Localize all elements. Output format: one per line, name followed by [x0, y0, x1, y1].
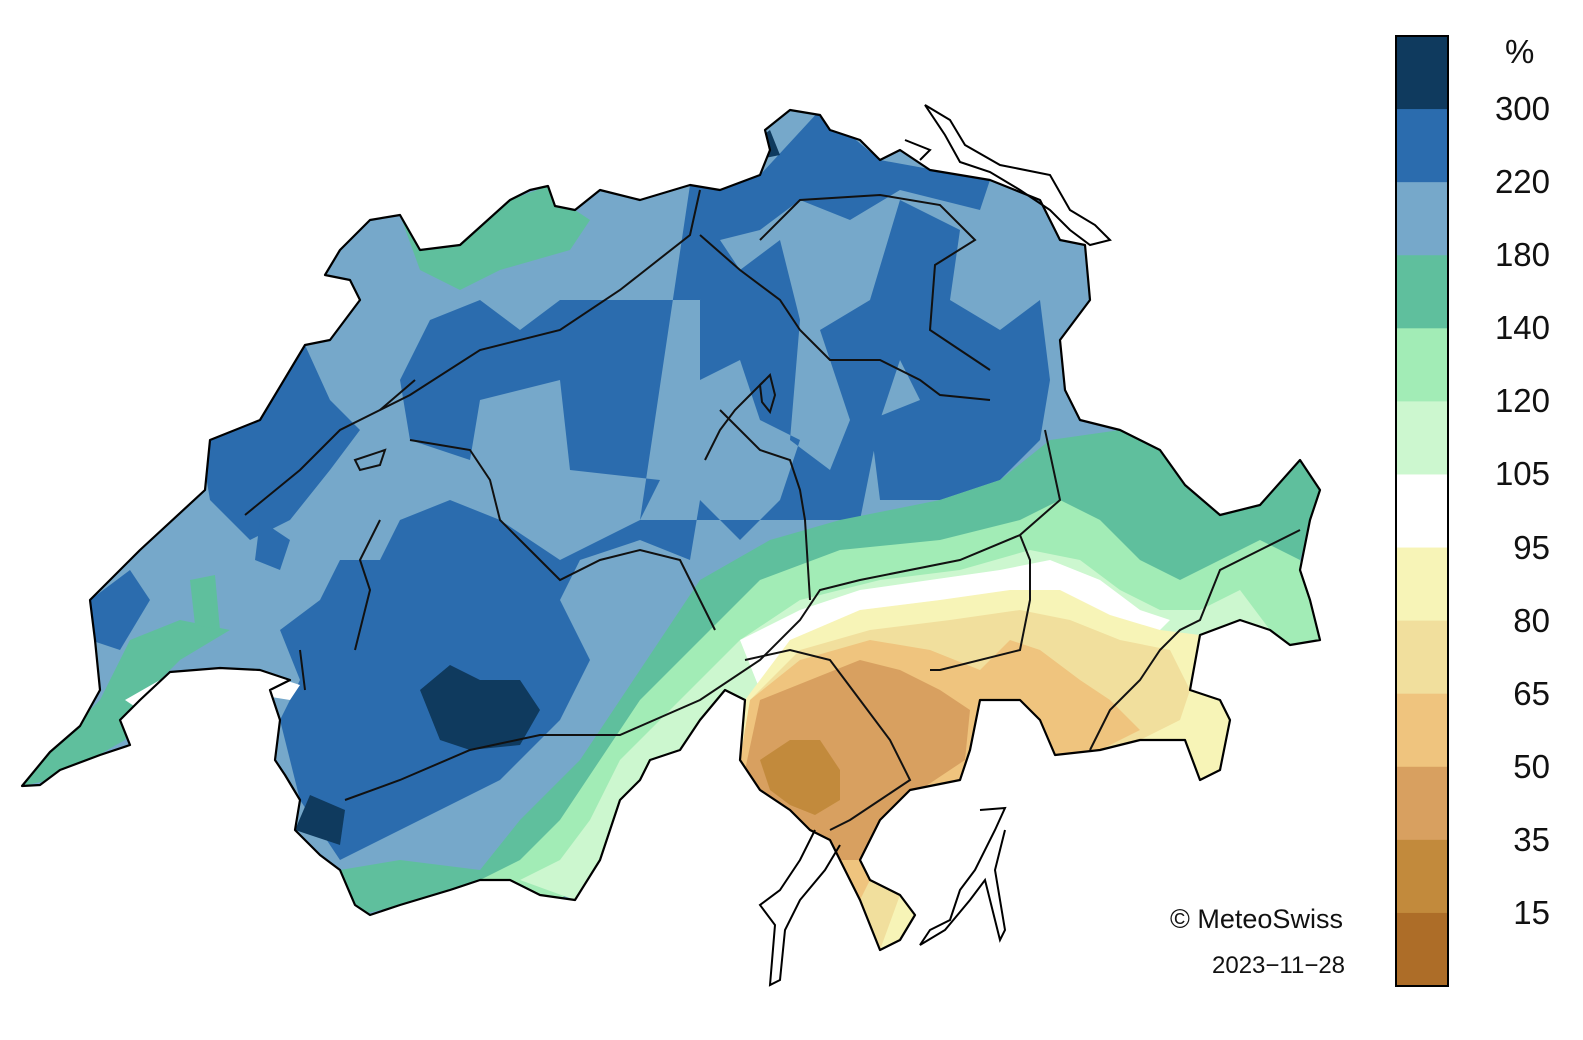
legend-swatch	[1396, 766, 1448, 841]
legend-label: 180	[1494, 236, 1550, 274]
legend-swatch	[1396, 620, 1448, 695]
legend-label: 300	[1494, 90, 1550, 128]
legend-swatch	[1396, 182, 1448, 256]
legend-label: 220	[1494, 163, 1550, 201]
legend-swatch	[1396, 547, 1448, 622]
legend-swatch	[1396, 255, 1448, 329]
legend-label: 15	[1513, 893, 1550, 931]
legend-label: 140	[1494, 309, 1550, 347]
legend-swatch	[1396, 474, 1448, 549]
legend-label: 50	[1513, 747, 1550, 785]
legend-colorbar	[1395, 35, 1449, 987]
date-text: 2023−11−28	[1212, 952, 1346, 979]
legend-label: 65	[1513, 674, 1550, 712]
legend-swatch	[1396, 401, 1448, 475]
legend-label: 95	[1513, 528, 1550, 566]
legend-swatch	[1396, 693, 1448, 768]
legend-swatch	[1396, 328, 1448, 402]
legend-swatch	[1396, 36, 1448, 110]
legend-swatch	[1396, 839, 1448, 914]
legend-unit: %	[1505, 33, 1535, 70]
legend-swatch	[1396, 912, 1448, 987]
legend-label: 35	[1513, 820, 1550, 858]
legend-frame	[1395, 35, 1449, 987]
legend-swatch	[1396, 109, 1448, 183]
legend-label: 120	[1494, 382, 1550, 420]
legend-label: 105	[1494, 455, 1550, 493]
copyright-text: © MeteoSwiss	[1170, 904, 1343, 934]
legend-label: 80	[1513, 601, 1550, 639]
